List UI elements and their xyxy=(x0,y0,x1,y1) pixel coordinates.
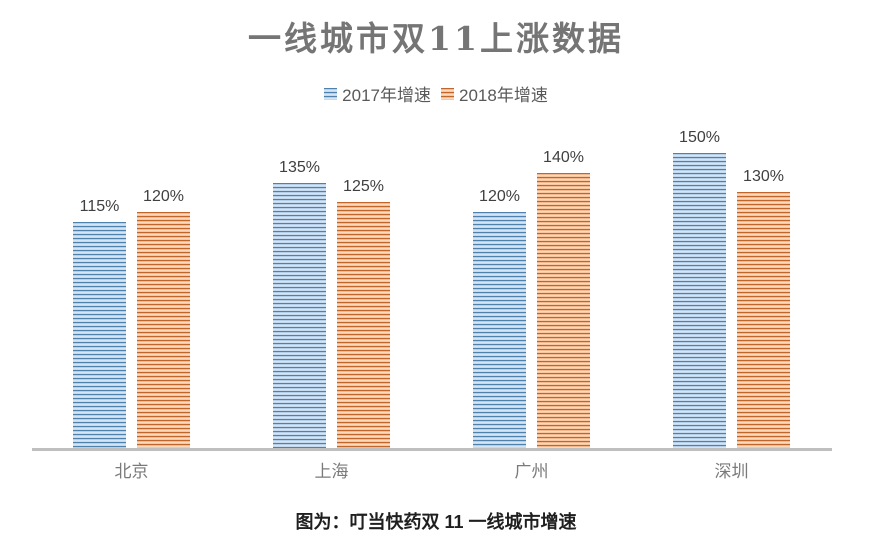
category-label-1: 上海 xyxy=(314,462,349,481)
legend-swatch-icon xyxy=(441,87,454,100)
bar-series1-cat2: 140% xyxy=(537,149,590,449)
bar-series0-cat0: 115% xyxy=(73,198,126,449)
value-label: 115% xyxy=(79,198,120,215)
plot-area: 115% 120% 135% 125% 120% 140% 150% 130% xyxy=(73,0,790,449)
legend-label: 2017年增速 xyxy=(342,86,431,105)
legend-label: 2018年增速 xyxy=(459,86,548,105)
legend-item-2018: 2018年增速 xyxy=(441,81,548,106)
bar-group-0: 115% 120% xyxy=(73,0,190,449)
value-label: 125% xyxy=(343,178,384,195)
category-label-3: 深圳 xyxy=(714,462,749,481)
category-label-2: 广州 xyxy=(514,462,549,481)
bar-group-3: 150% 130% xyxy=(673,0,790,449)
value-label: 135% xyxy=(279,159,320,176)
bar-series1-cat3: 130% xyxy=(737,168,790,449)
legend-swatch-icon xyxy=(324,87,338,100)
x-axis-line xyxy=(32,448,832,451)
value-label: 140% xyxy=(543,149,584,166)
bar-group-2: 120% 140% xyxy=(473,0,590,449)
bar-series0-cat1: 135% xyxy=(273,159,326,449)
bar-series0-cat2: 120% xyxy=(473,188,526,449)
caption: 图为：叮当快药双 11 一线城市增速 xyxy=(295,512,577,532)
bar-series0-cat3: 150% xyxy=(673,129,726,449)
chart-title: 一线城市双11上涨数据 xyxy=(248,19,624,58)
value-label: 120% xyxy=(143,188,184,205)
legend: 2017年增速 2018年增速 xyxy=(0,81,872,106)
value-label: 130% xyxy=(743,168,784,185)
legend-item-2017: 2017年增速 xyxy=(324,81,431,106)
bar-group-1: 135% 125% xyxy=(273,0,390,449)
category-label-0: 北京 xyxy=(114,462,149,481)
bar-series1-cat1: 125% xyxy=(337,178,390,449)
value-label: 120% xyxy=(479,188,520,205)
value-label: 150% xyxy=(679,129,720,146)
bar-series1-cat0: 120% xyxy=(137,188,190,449)
